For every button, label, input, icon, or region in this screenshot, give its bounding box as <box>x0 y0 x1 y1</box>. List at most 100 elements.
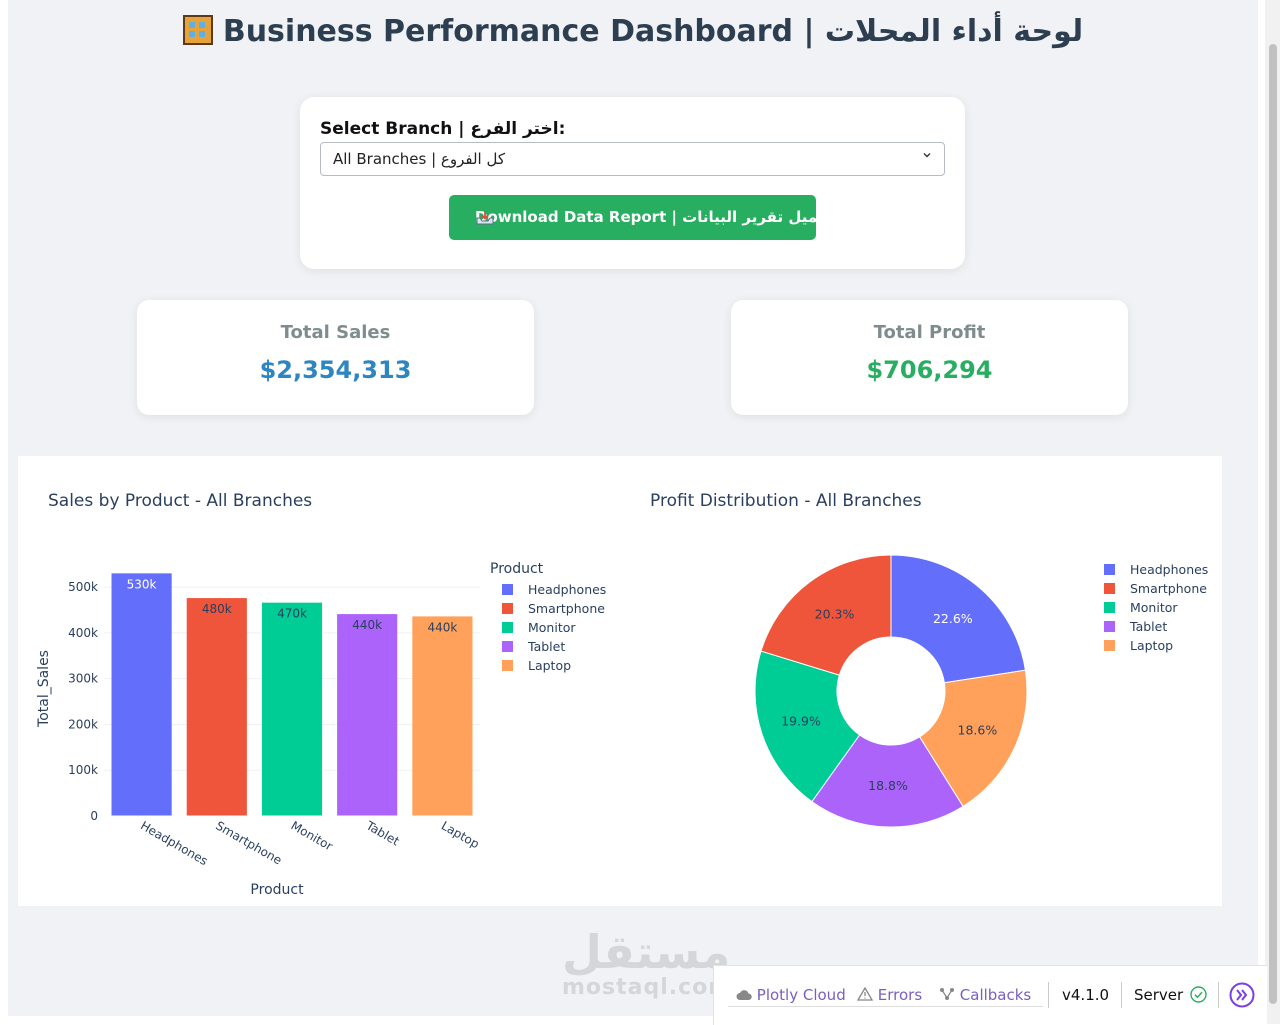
pie-percent-label: 19.9% <box>781 713 821 728</box>
legend-swatch <box>1104 621 1115 632</box>
office-building-icon <box>182 15 213 45</box>
bar-data-label: 440k <box>427 620 457 634</box>
callbacks-label: Callbacks <box>959 986 1032 1004</box>
pie-slice <box>918 669 1028 808</box>
legend-swatch <box>502 622 513 633</box>
bar <box>261 602 323 816</box>
pie-percent-label: 18.8% <box>868 778 908 793</box>
legend-title: Product <box>490 561 544 577</box>
x-tick-label: Headphones <box>138 818 210 868</box>
pie-percent-label: 18.6% <box>958 723 998 738</box>
legend-swatch <box>502 584 513 595</box>
bar <box>111 573 172 816</box>
watermark-latin: mostaql.com <box>562 975 733 1000</box>
y-tick-label: 400k <box>68 626 98 640</box>
check-circle-icon <box>1190 986 1207 1003</box>
branch-select[interactable]: All Branches | كل الفروع <box>320 142 945 176</box>
branch-select-value: All Branches | كل الفروع <box>333 150 505 168</box>
scrollbar[interactable] <box>1265 0 1280 1024</box>
callback-graph-icon <box>940 988 954 1000</box>
legend-swatch <box>1104 602 1115 613</box>
legend-swatch <box>1104 564 1115 575</box>
pie-chart-title: Profit Distribution - All Branches <box>650 491 922 511</box>
legend-label: Laptop <box>528 658 571 673</box>
legend-label: Smartphone <box>528 601 605 616</box>
chevron-down-icon <box>923 153 931 158</box>
legend-label: Tablet <box>1129 619 1167 634</box>
dash-devtools-bar: Plotly Cloud Errors Callbacks v4.1.0 Ser… <box>713 965 1267 1025</box>
legend-label: Monitor <box>528 620 576 635</box>
pie-slice <box>760 554 892 676</box>
charts-panel: Sales by Product - All Branches 0 100k 200k… <box>18 456 1222 906</box>
total-sales-value: $2,354,313 <box>259 356 412 384</box>
y-tick-label: 300k <box>68 672 98 686</box>
y-tick-label: 500k <box>68 580 98 594</box>
server-status[interactable]: Server <box>1134 986 1207 1004</box>
devtools-divider <box>1048 982 1049 1008</box>
legend-label: Tablet <box>527 639 565 654</box>
bar-data-label: 530k <box>127 577 157 591</box>
devtools-underline <box>728 1006 1043 1007</box>
bar-data-label: 470k <box>277 607 307 621</box>
y-tick-label: 100k <box>68 763 98 777</box>
x-tick-label: Laptop <box>439 818 482 851</box>
warning-icon <box>856 986 874 1001</box>
sales-bar-chart[interactable]: Sales by Product - All Branches 0 100k 200k… <box>18 456 620 906</box>
pie-percent-label: 20.3% <box>815 607 855 622</box>
total-profit-value: $706,294 <box>866 356 993 384</box>
total-sales-card: Total Sales $2,354,313 <box>137 300 534 415</box>
legend-label: Smartphone <box>1130 581 1207 596</box>
legend-swatch <box>1104 583 1115 594</box>
legend-label: Headphones <box>528 582 606 597</box>
devtools-divider <box>1121 982 1122 1008</box>
y-tick-label: 200k <box>68 717 98 731</box>
bar-data-label: 480k <box>202 602 232 616</box>
bar <box>337 614 398 816</box>
scrollbar-thumb[interactable] <box>1269 44 1277 1004</box>
pie-slice <box>754 650 861 803</box>
download-report-button[interactable]: Download Data Report | تحميل تقرير البيا… <box>449 195 834 240</box>
x-axis-title: Product <box>250 882 304 898</box>
legend-swatch <box>502 660 513 671</box>
devtools-divider <box>1218 982 1219 1008</box>
dash-version: v4.1.0 <box>1062 986 1110 1004</box>
legend-label: Monitor <box>1130 600 1178 615</box>
download-report-label: Download Data Report | تحميل تقرير البيا… <box>475 208 835 226</box>
branch-control-card: Select Branch | اختر الفرع: All Branches… <box>300 97 965 269</box>
bar-chart-title: Sales by Product - All Branches <box>48 491 312 511</box>
x-tick-label: Tablet <box>363 818 402 849</box>
legend-label: Headphones <box>1130 562 1208 577</box>
pie-slice <box>811 734 964 828</box>
errors-label: Errors <box>877 986 923 1004</box>
page-title: Business Performance Dashboard | لوحة أد… <box>0 14 1266 49</box>
bar <box>412 616 473 816</box>
plotly-cloud-label: Plotly Cloud <box>756 986 846 1004</box>
pie-percent-label: 22.6% <box>933 611 973 626</box>
legend-label: Laptop <box>1130 638 1173 653</box>
plotly-cloud-button[interactable]: Plotly Cloud <box>736 986 846 1004</box>
x-tick-label: Monitor <box>289 818 336 853</box>
cloud-icon <box>736 990 752 1000</box>
profit-donut-chart[interactable]: Profit Distribution - All Branches 22.6% 1… <box>620 456 1222 906</box>
errors-button[interactable]: Errors <box>856 986 923 1004</box>
bar <box>186 598 247 816</box>
watermark: مستقل mostaql.com <box>562 928 732 1000</box>
bar-data-label: 440k <box>352 618 382 632</box>
x-tick-label: Smartphone <box>213 818 284 867</box>
y-axis-title: Total_Sales <box>36 650 52 728</box>
y-tick-label: 0 <box>90 809 98 823</box>
watermark-arabic: مستقل <box>562 925 731 979</box>
legend-swatch <box>502 641 513 652</box>
pie-slice <box>890 554 1026 684</box>
page-title-text: Business Performance Dashboard | لوحة أد… <box>222 14 1084 49</box>
legend-swatch <box>502 603 513 614</box>
total-profit-label: Total Profit <box>873 322 986 343</box>
inbox-tray-icon <box>476 211 494 225</box>
total-sales-label: Total Sales <box>280 322 391 343</box>
expand-devtools-icon[interactable] <box>1229 982 1255 1008</box>
server-label: Server <box>1134 986 1184 1004</box>
total-profit-card: Total Profit $706,294 <box>731 300 1128 415</box>
legend-swatch <box>1104 640 1115 651</box>
callbacks-button[interactable]: Callbacks <box>939 986 1031 1004</box>
branch-select-label: Select Branch | اختر الفرع: <box>320 119 566 139</box>
